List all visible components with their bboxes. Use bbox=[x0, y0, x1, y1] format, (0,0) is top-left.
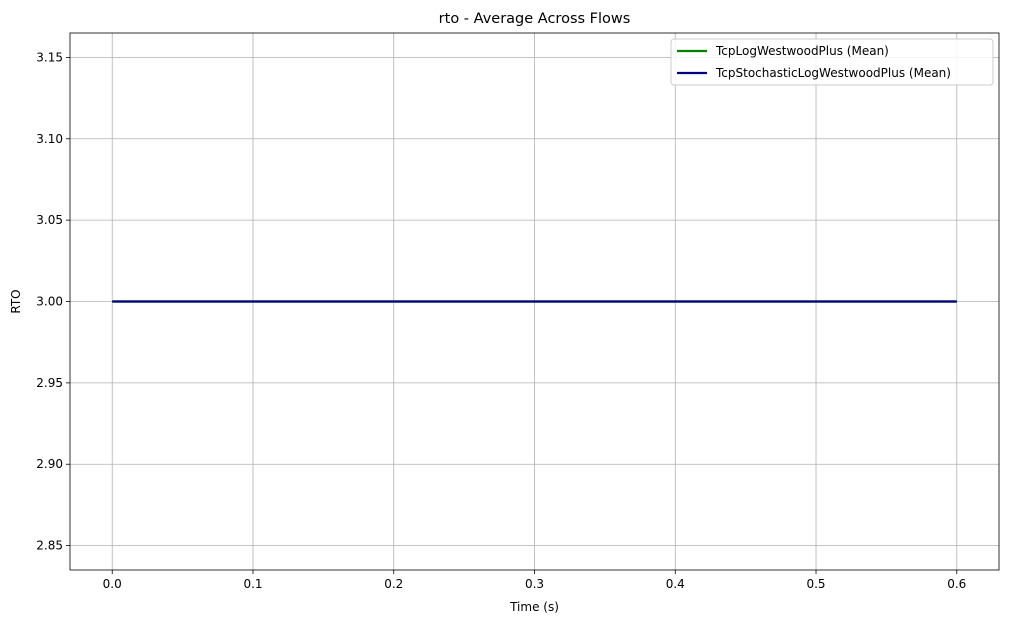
chart-title: rto - Average Across Flows bbox=[439, 11, 631, 27]
x-tick-label: 0.3 bbox=[525, 577, 544, 591]
y-tick-label: 2.85 bbox=[36, 539, 63, 553]
y-axis-label: RTO bbox=[9, 289, 23, 313]
y-tick-label: 3.10 bbox=[36, 132, 63, 146]
x-tick-label: 0.2 bbox=[384, 577, 403, 591]
y-tick-label: 3.05 bbox=[36, 213, 63, 227]
legend-label: TcpStochasticLogWestwoodPlus (Mean) bbox=[715, 66, 951, 80]
x-tick-label: 0.4 bbox=[666, 577, 685, 591]
x-axis-label: Time (s) bbox=[509, 600, 559, 614]
y-tick-label: 2.90 bbox=[36, 457, 63, 471]
x-tick-label: 0.6 bbox=[947, 577, 966, 591]
y-tick-label: 2.95 bbox=[36, 376, 63, 390]
y-tick-label: 3.15 bbox=[36, 50, 63, 64]
y-axis: 2.85 2.90 2.95 3.00 3.05 3.10 3.15 bbox=[36, 50, 70, 553]
x-tick-label: 0.5 bbox=[806, 577, 825, 591]
x-axis: 0.0 0.1 0.2 0.3 0.4 0.5 0.6 bbox=[103, 570, 966, 591]
legend-label: TcpLogWestwoodPlus (Mean) bbox=[715, 44, 889, 58]
x-tick-label: 0.1 bbox=[243, 577, 262, 591]
legend-box bbox=[670, 38, 994, 86]
legend: TcpLogWestwoodPlus (Mean) TcpStochasticLo… bbox=[670, 38, 994, 86]
x-tick-label: 0.0 bbox=[103, 577, 122, 591]
y-tick-label: 3.00 bbox=[36, 295, 63, 309]
